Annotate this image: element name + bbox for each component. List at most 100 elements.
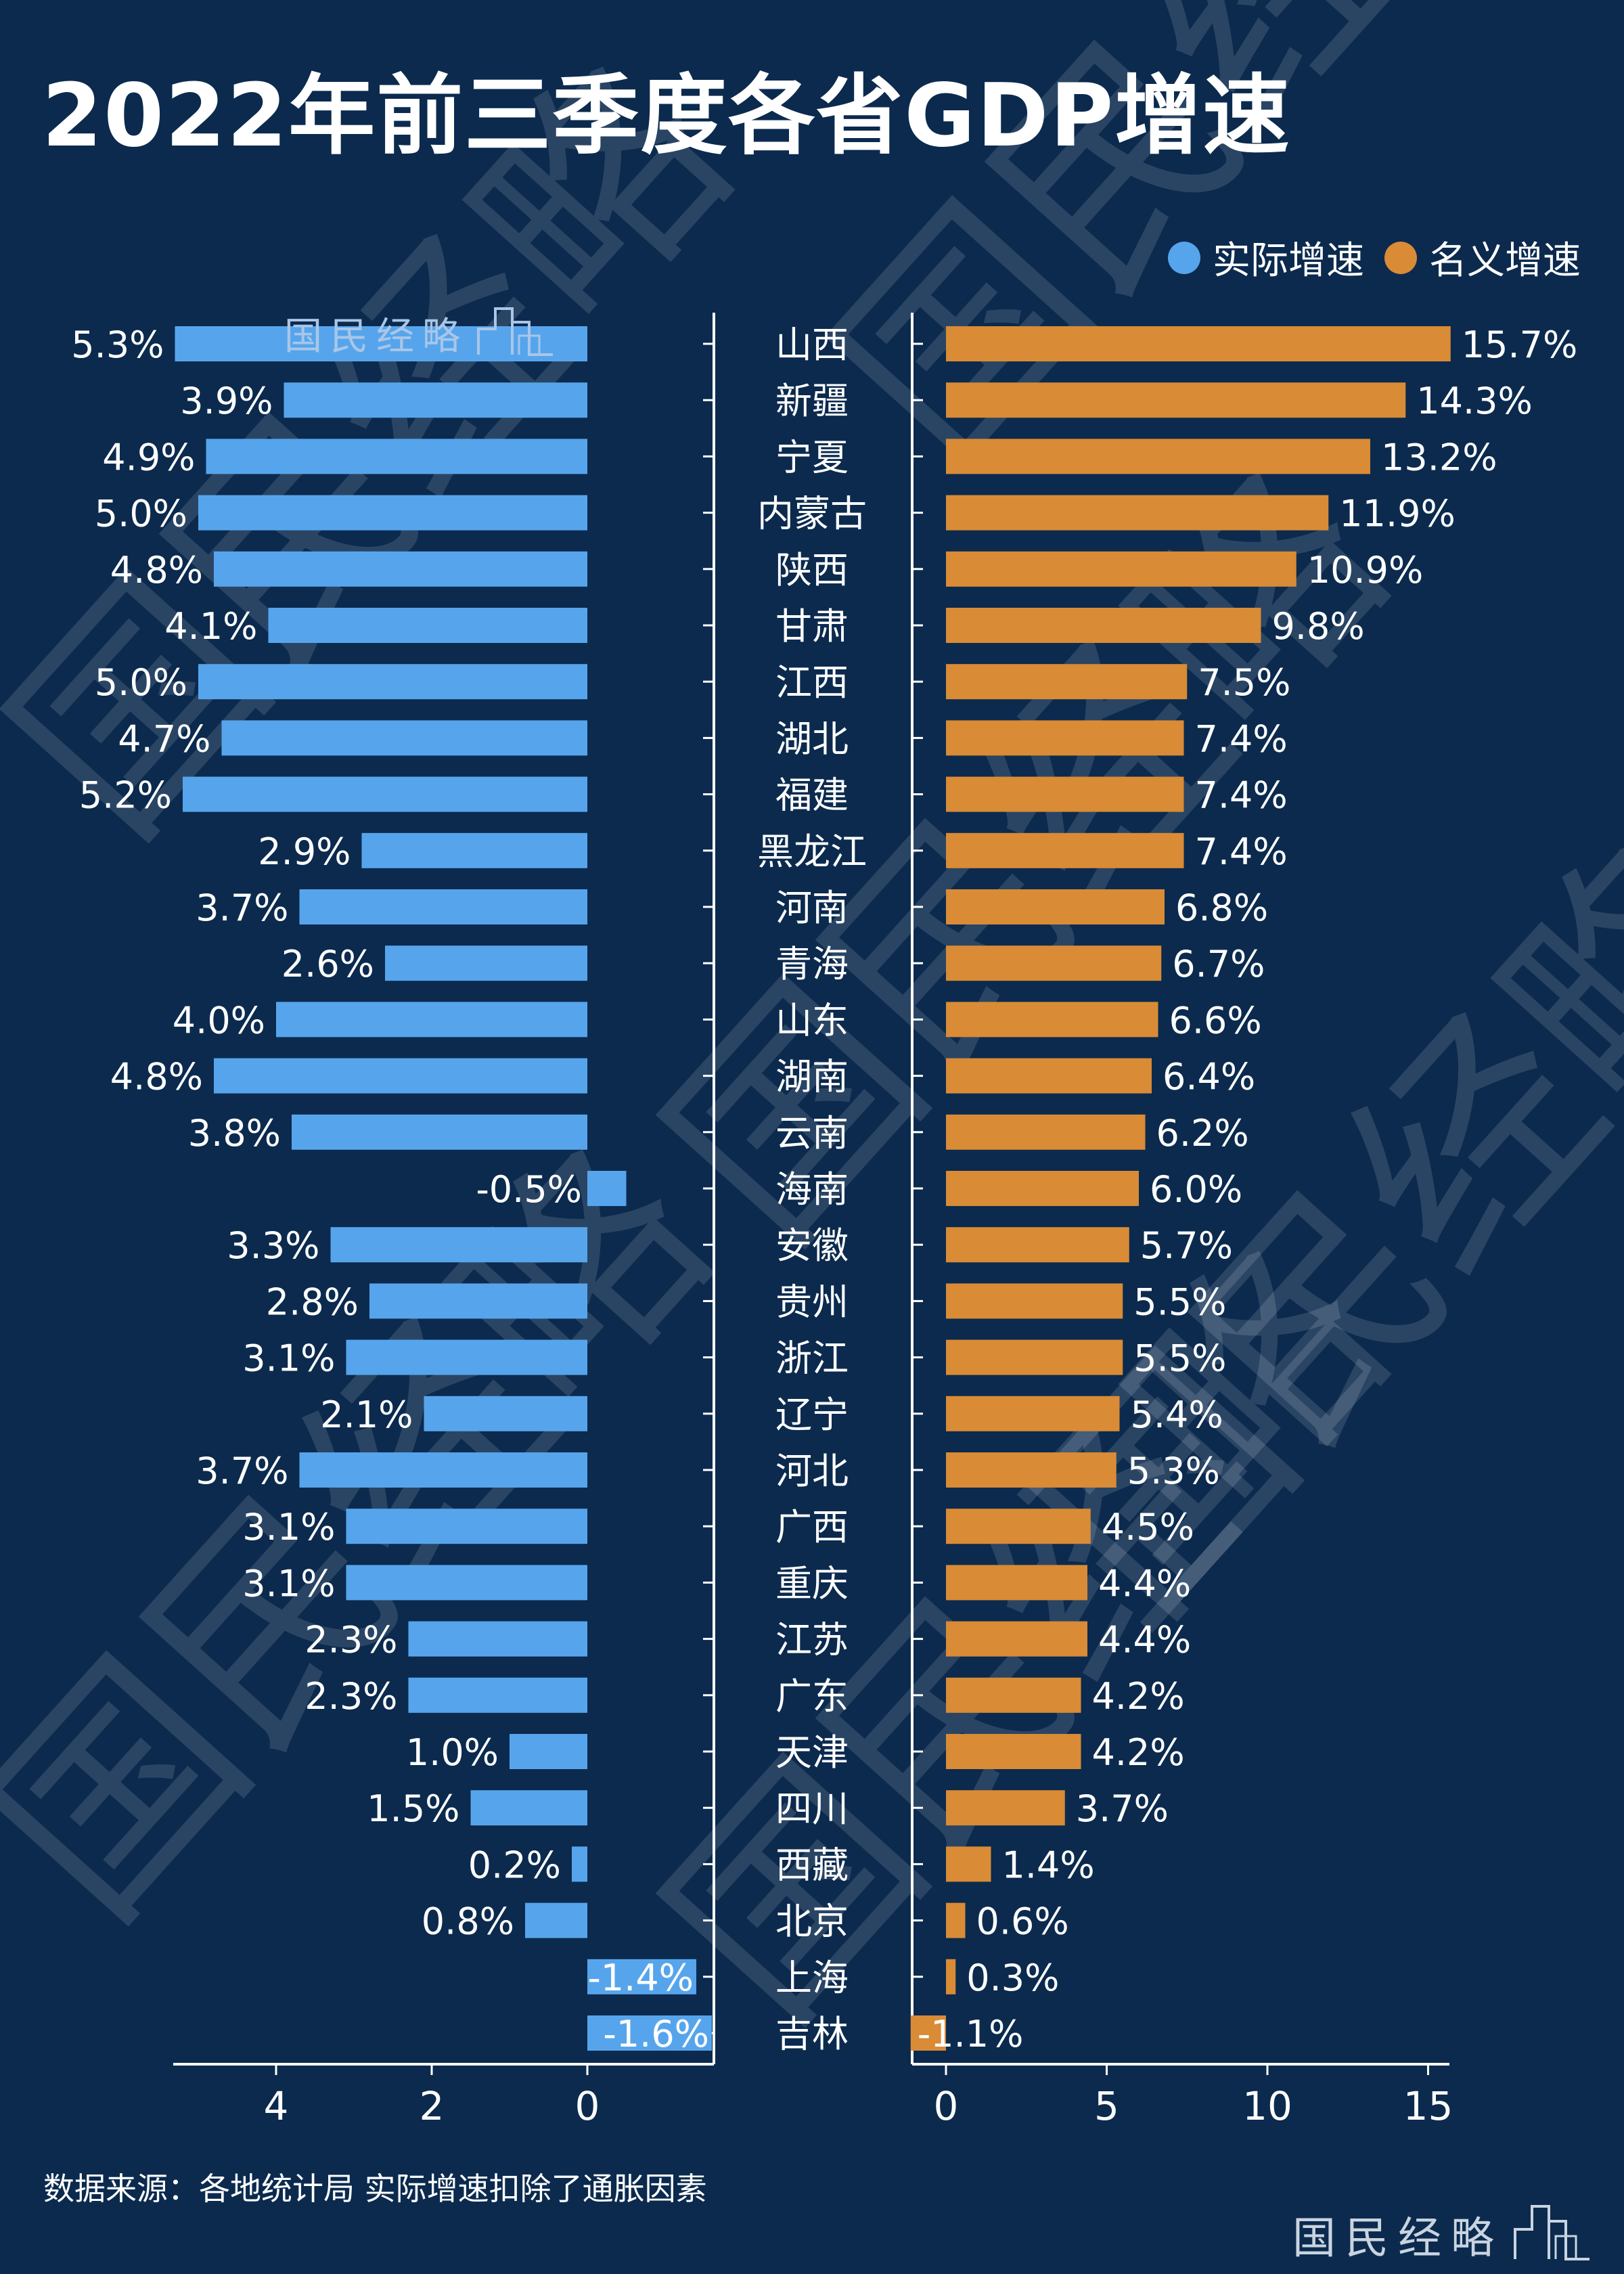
source-note: 数据来源：各地统计局 实际增速扣除了通胀因素 — [43, 2170, 707, 2207]
nominal-growth-value-label: 3.7% — [1076, 1787, 1169, 1830]
real-growth-value-label: 3.7% — [196, 887, 288, 929]
legend-item-nominal: 名义增速 — [1384, 230, 1581, 285]
real-growth-bar — [214, 1058, 587, 1094]
left-value-tick-label: 4 — [264, 2083, 289, 2129]
real-growth-bar — [330, 1227, 587, 1263]
brand-logo-text: 国民经略 — [284, 315, 468, 359]
real-growth-value-label: 0.2% — [468, 1844, 561, 1886]
province-label: 甘肃 — [775, 605, 849, 648]
nominal-growth-bar — [946, 664, 1188, 700]
real-growth-value-label: 4.9% — [102, 436, 195, 478]
nominal-growth-bar — [946, 1114, 1146, 1150]
nominal-growth-value-label: 5.5% — [1133, 1337, 1226, 1380]
real-growth-value-label: 0.8% — [422, 1900, 514, 1943]
real-growth-bar — [214, 551, 587, 587]
province-label: 湖北 — [775, 717, 849, 760]
real-growth-bar — [183, 776, 587, 812]
nominal-growth-bar — [946, 1621, 1087, 1657]
nominal-growth-bar — [946, 889, 1165, 924]
real-growth-value-label: 5.0% — [95, 661, 187, 704]
right-value-tick-label: 0 — [934, 2083, 959, 2129]
province-label: 宁夏 — [775, 436, 849, 478]
real-growth-value-label: 4.1% — [164, 605, 257, 648]
left-value-tick-label: 2 — [420, 2083, 445, 2129]
real-growth-bar — [276, 1002, 587, 1038]
real-growth-bar — [587, 1171, 627, 1206]
brand-logo-text-bottom: 国民经略 — [1292, 2214, 1504, 2264]
real-growth-value-label: 4.0% — [173, 999, 265, 1042]
nominal-growth-value-label: 0.3% — [966, 1957, 1059, 1999]
province-label: 福建 — [775, 774, 849, 817]
nominal-growth-value-label: 6.2% — [1156, 1112, 1249, 1155]
legend-label-nominal: 名义增速 — [1429, 239, 1581, 283]
real-growth-value-label: 4.8% — [110, 549, 203, 592]
nominal-growth-value-label: 7.4% — [1195, 774, 1288, 817]
nominal-growth-bar — [946, 832, 1184, 868]
nominal-growth-value-label: 5.3% — [1127, 1450, 1220, 1492]
province-label: 广东 — [775, 1675, 849, 1718]
nominal-growth-value-label: 6.7% — [1172, 943, 1265, 985]
real-growth-value-label: 2.3% — [304, 1675, 397, 1718]
real-growth-bar — [587, 2015, 712, 2051]
nominal-growth-bar — [946, 495, 1329, 531]
province-label: 贵州 — [775, 1280, 849, 1323]
nominal-growth-value-label: 10.9% — [1307, 549, 1424, 592]
real-growth-bar — [346, 1339, 587, 1375]
left-value-tick-label: 0 — [575, 2083, 600, 2129]
real-growth-bar — [206, 439, 587, 474]
real-growth-bar — [299, 1452, 587, 1488]
nominal-growth-bar — [946, 608, 1261, 643]
real-growth-value-label: 3.7% — [196, 1450, 288, 1492]
real-growth-value-label: 5.3% — [71, 324, 164, 366]
real-growth-value-label: 3.8% — [188, 1112, 281, 1155]
brand-logo-bottom: 国民经略 — [1292, 2198, 1593, 2260]
province-label: 黑龙江 — [757, 830, 867, 873]
nominal-growth-bar — [946, 1002, 1158, 1038]
real-growth-bar — [572, 1846, 587, 1882]
nominal-growth-bar — [946, 1227, 1129, 1263]
province-label: 河北 — [775, 1450, 849, 1492]
nominal-growth-bar — [910, 2015, 946, 2051]
real-growth-bar — [346, 1509, 587, 1544]
nominal-growth-value-label: 5.7% — [1140, 1224, 1233, 1267]
real-growth-bar — [268, 608, 587, 643]
real-growth-bar — [198, 495, 587, 531]
real-growth-value-label: -1.6% — [603, 2013, 709, 2055]
province-label: 西藏 — [775, 1844, 849, 1886]
nominal-growth-value-label: 14.3% — [1416, 380, 1533, 422]
real-growth-bar — [525, 1902, 587, 1938]
right-value-tick-label: 5 — [1094, 2083, 1119, 2129]
province-label: 湖南 — [775, 1056, 849, 1098]
real-growth-bar — [408, 1621, 587, 1657]
real-growth-value-label: 3.9% — [180, 380, 273, 422]
nominal-growth-value-label: 5.5% — [1133, 1280, 1226, 1323]
nominal-growth-bar — [946, 551, 1296, 587]
real-growth-value-label: 5.0% — [95, 493, 187, 535]
real-growth-bar — [587, 1959, 696, 1994]
province-label: 上海 — [775, 1957, 849, 1999]
real-growth-value-label: 4.7% — [118, 717, 210, 760]
real-growth-bar — [424, 1396, 587, 1431]
nominal-growth-value-label: 4.4% — [1098, 1562, 1191, 1605]
real-growth-value-label: 2.8% — [266, 1280, 359, 1323]
legend-swatch-nominal — [1384, 241, 1417, 274]
legend-swatch-real — [1168, 241, 1200, 274]
real-growth-value-label: 2.9% — [258, 830, 351, 873]
real-growth-bar — [510, 1734, 587, 1769]
nominal-growth-bar — [946, 1902, 966, 1938]
nominal-growth-bar — [946, 439, 1370, 474]
nominal-growth-bar — [946, 945, 1162, 981]
province-label: 新疆 — [775, 380, 849, 422]
nominal-growth-bar — [946, 1959, 956, 1994]
province-label: 海南 — [775, 1168, 849, 1211]
nominal-growth-value-label: 7.4% — [1195, 830, 1288, 873]
real-growth-bar — [361, 832, 587, 868]
nominal-growth-bar — [946, 776, 1184, 812]
province-label: 四川 — [775, 1787, 849, 1830]
real-growth-value-label: 1.0% — [406, 1731, 499, 1774]
nominal-growth-bar — [946, 720, 1184, 756]
real-growth-value-label: 2.6% — [281, 943, 374, 985]
real-growth-value-label: 3.1% — [242, 1562, 335, 1605]
nominal-growth-bar — [946, 1790, 1065, 1826]
province-label: 河南 — [775, 887, 849, 929]
